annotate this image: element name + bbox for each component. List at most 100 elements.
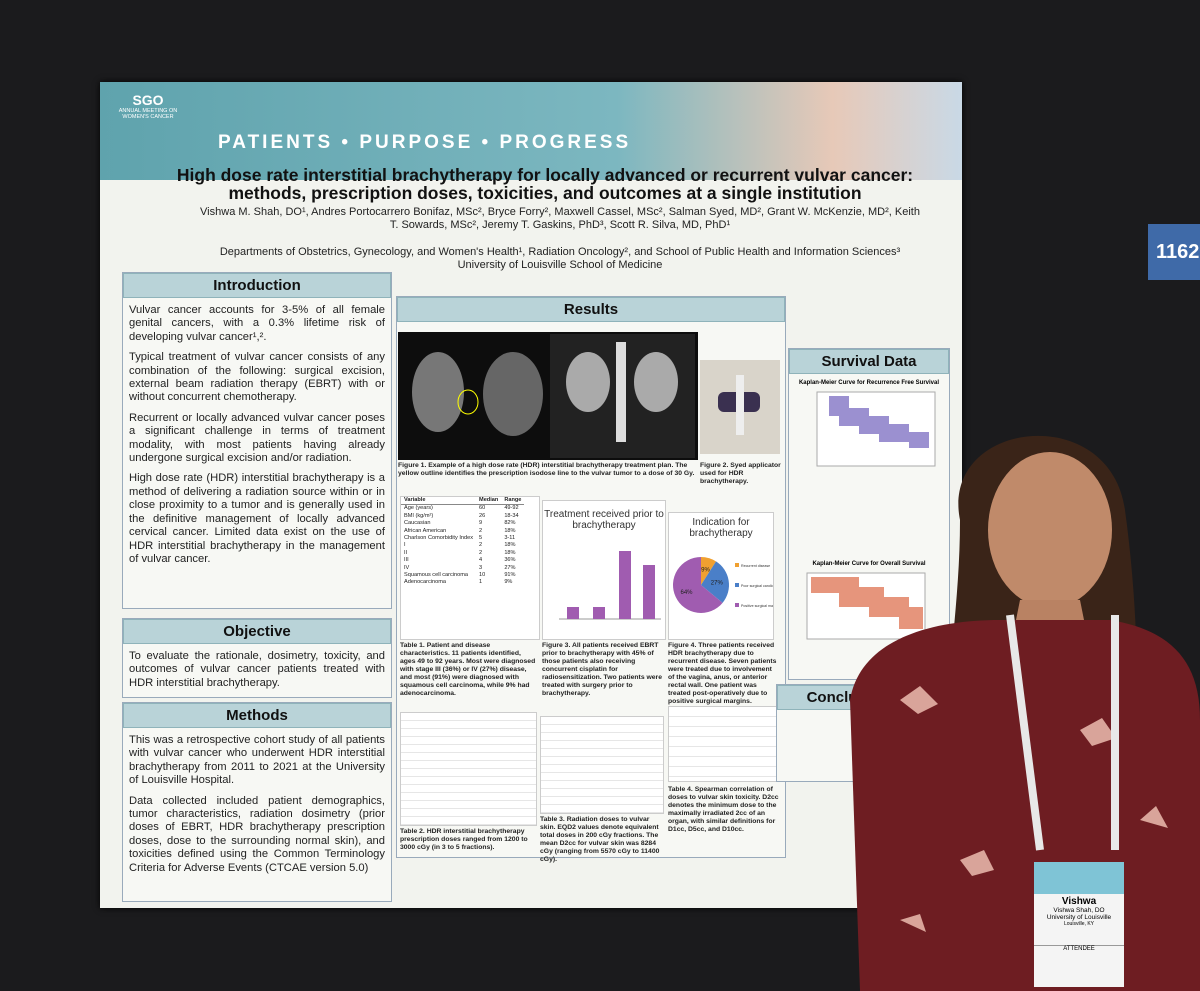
table-cell: I: [404, 542, 406, 549]
figure-title: Kaplan-Meier Curve for Recurrence Free S…: [798, 380, 940, 386]
section-heading: Objective: [123, 619, 391, 644]
legend-label: Poor surgical candidate following EBRT: [741, 584, 773, 588]
km-chart: [816, 391, 936, 467]
table-cell: 3: [479, 564, 483, 571]
table-cell: II: [404, 549, 408, 556]
badge-city: Louisville, KY: [1063, 921, 1094, 927]
logo-event: ANNUAL MEETING ON WOMEN'S CANCER: [118, 108, 178, 120]
table-cell: 18%: [504, 527, 516, 534]
table-cell: 27%: [504, 564, 516, 571]
pie-slice: [701, 561, 729, 603]
table-cell: 2: [479, 542, 483, 549]
applicator: [736, 375, 744, 435]
authors: Vishwa M. Shah, DO¹, Andres Portocarrero…: [200, 206, 920, 231]
km-chart: [806, 572, 926, 640]
logo: SGO ANNUAL MEETING ON WOMEN'S CANCER: [118, 92, 178, 120]
affiliation: Departments of Obstetrics, Gynecology, a…: [219, 246, 901, 271]
paragraph: Data collected included patient demograp…: [129, 794, 385, 874]
table-cell: 10: [479, 572, 486, 579]
header-cell: Range: [501, 497, 525, 506]
header-cell: Variable: [401, 497, 477, 506]
table-cell: 2: [479, 549, 483, 556]
badge-org: University of Louisville: [1046, 914, 1112, 921]
table4: [668, 706, 782, 782]
objective-text: To evaluate the rationale, dosimetry, to…: [129, 650, 385, 689]
pie-label: 27%: [711, 580, 724, 586]
pie-label: 9%: [701, 568, 710, 574]
poster-title: High dose rate interstitial brachytherap…: [176, 165, 914, 203]
pie-label: 64%: [681, 590, 694, 596]
badge: Vishwa Vishwa Shah, DO University of Lou…: [1034, 862, 1124, 987]
table1-panel: Variable Median Range Age (years) 60 49-92 BMI…: [400, 496, 540, 640]
logo-name: SGO: [132, 92, 164, 108]
table-row: IV 3 27%: [401, 565, 524, 572]
figure-caption: Figure 2. Syed applicator used for HDR b…: [700, 462, 781, 485]
table-cell: IV: [404, 564, 410, 571]
paragraph: Vulvar cancer accounts for 3-5% of all f…: [129, 304, 385, 343]
chart-title: Indication for brachytherapy: [689, 517, 753, 539]
legend-label: Positive surgical margins: [741, 604, 773, 608]
banner: [100, 82, 962, 180]
scan-shape: [566, 352, 610, 412]
objective-box: Objective To evaluate the rationale, dos…: [122, 618, 392, 698]
legend-swatch: [735, 563, 739, 567]
table-cell: 18%: [504, 542, 516, 549]
pie-slice: [701, 557, 717, 585]
lanyard: [1006, 614, 1119, 851]
table-cell: African American: [404, 527, 447, 534]
pie-slice: [673, 557, 723, 613]
introduction-body: Vulvar cancer accounts for 3-5% of all f…: [123, 298, 391, 579]
table-cell: 26: [479, 512, 486, 519]
table-cell: Caucasian: [404, 520, 431, 527]
figure-caption: Figure 1. Example of a high dose rate (H…: [398, 462, 695, 477]
table-cell: 9: [479, 520, 483, 527]
figure4-panel: Indication for brachytherapy 9% Recurrent…: [668, 512, 805, 640]
section-heading: Introduction: [123, 273, 391, 298]
badge-banner: [1034, 862, 1124, 894]
table-caption: Table 2. HDR interstitial brachytherapy …: [400, 828, 528, 851]
table-caption: Table 4. Spearman correlation of doses t…: [668, 786, 779, 833]
table-cell: 4: [479, 557, 483, 564]
table-row: II 2 18%: [401, 550, 524, 557]
table3: [540, 716, 664, 814]
table-row: I 2 18%: [401, 542, 524, 549]
chart-title: Treatment received prior to brachytherap…: [544, 509, 664, 531]
applicator: [616, 342, 626, 442]
table-cell: 1: [479, 579, 483, 586]
survival-box: Survival Data Kaplan-Meier Curve for Rec…: [788, 348, 950, 680]
scan-shape: [412, 352, 464, 432]
bar: [619, 551, 631, 619]
scan-shape: [634, 352, 678, 412]
table-cell: 82%: [504, 520, 516, 527]
table-cell: 3-11: [504, 535, 516, 542]
applicator-drawing: [718, 375, 760, 435]
bar: [643, 565, 655, 619]
face: [988, 452, 1112, 608]
survival-band: [811, 577, 923, 629]
table-row: African American 2 18%: [401, 528, 524, 535]
legend-label: Recurrent disease: [741, 564, 770, 568]
table-cell: 5: [479, 535, 483, 542]
ct-image: [398, 332, 698, 460]
table-row: Age (years) 60 49-92: [401, 505, 524, 513]
section-heading: Results: [397, 297, 785, 322]
figure-title: Kaplan-Meier Curve for Overall Survival: [812, 561, 926, 567]
table-caption: Table 3. Radiation doses to vulvar skin.…: [540, 816, 660, 863]
table-cell: Charlson Comorbidity Index: [404, 535, 474, 542]
banner-text: PATIENTS • PURPOSE • PROGRESS: [218, 132, 632, 153]
figure3-panel: Treatment received prior to brachytherap…: [542, 500, 666, 640]
table-cell: 2: [479, 527, 483, 534]
badge-role: ATTENDEE: [1034, 945, 1124, 952]
header-cell: Median: [476, 497, 502, 506]
survival-band: [829, 396, 929, 448]
scan-shape: [483, 352, 543, 436]
figure-caption: Figure 4. Three patients received HDR br…: [668, 642, 777, 705]
booth-number: 1162: [1148, 224, 1200, 280]
section-heading: Survival Data: [789, 349, 949, 374]
table-cell: 18%: [504, 549, 516, 556]
figure-caption: Figure 3. All patients received EBRT pri…: [542, 642, 662, 697]
paragraph: Typical treatment of vulvar cancer consi…: [129, 351, 385, 404]
badge-first-name: Vishwa: [1061, 896, 1097, 907]
table-row: Squamous cell carcinoma 10 91%: [401, 572, 524, 579]
table-caption: Table 1. Patient and disease characteris…: [400, 642, 536, 697]
